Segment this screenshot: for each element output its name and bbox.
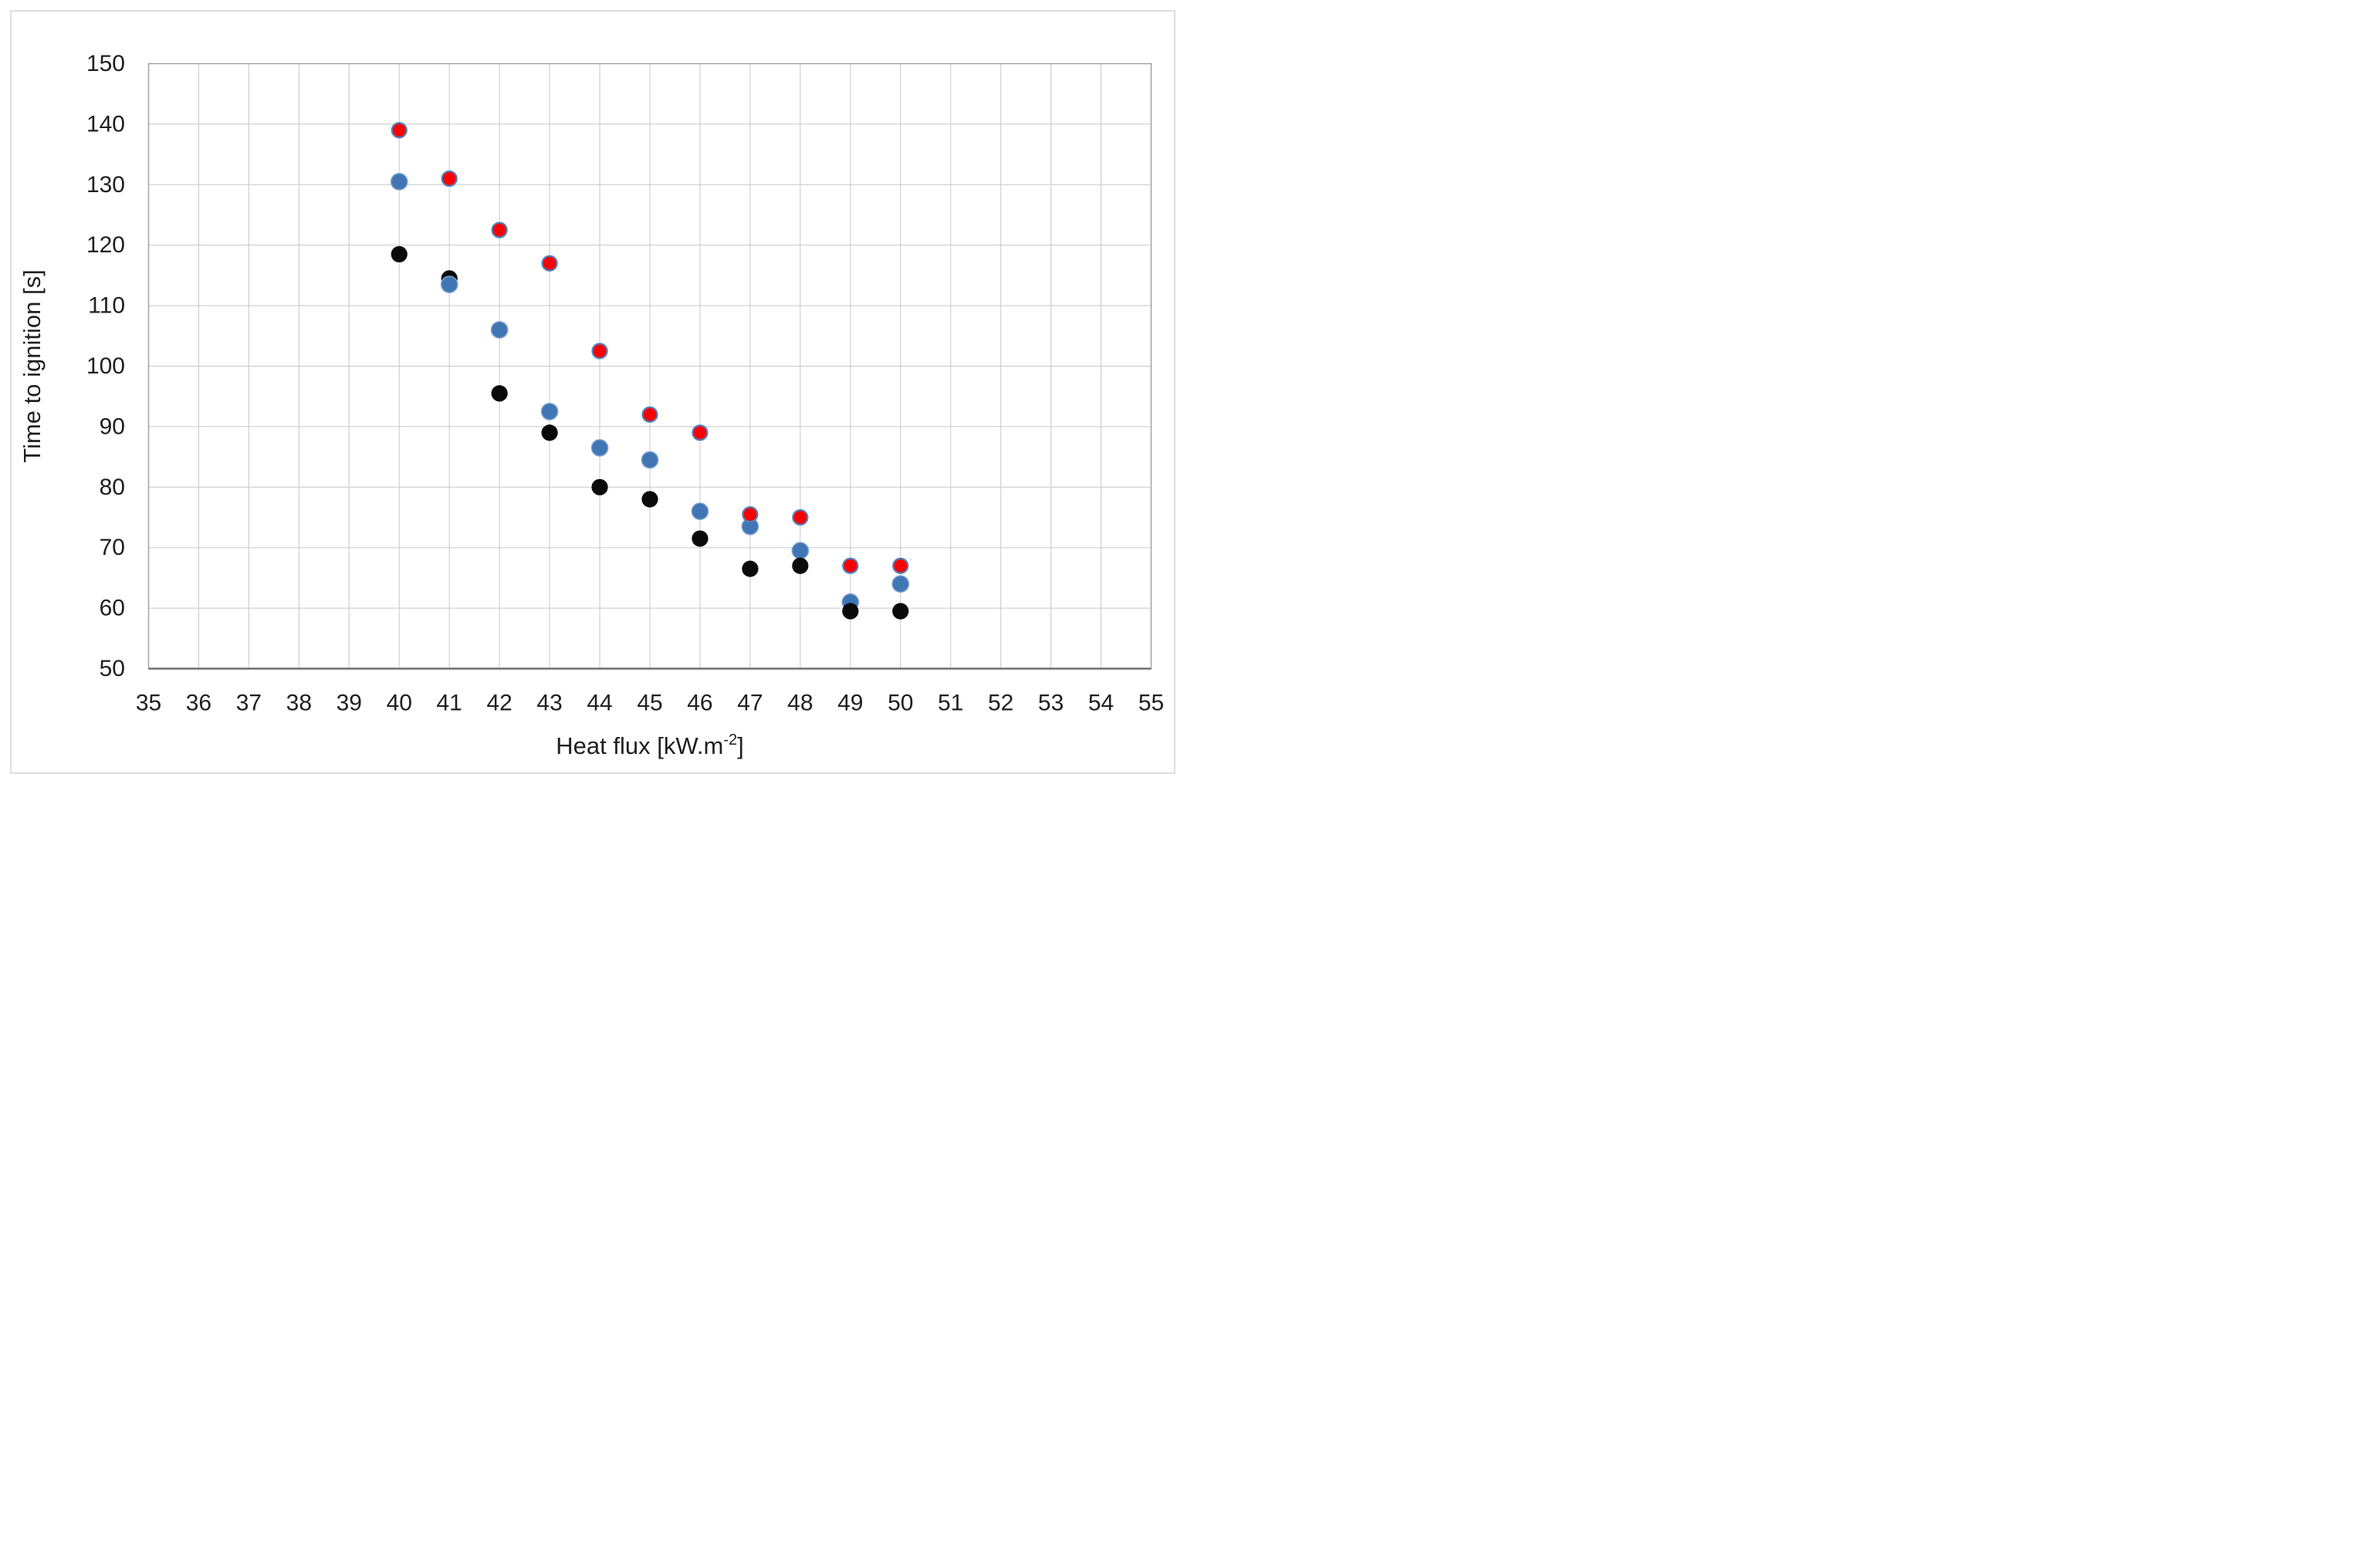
x-tick-label: 35 <box>136 691 161 716</box>
x-tick-label: 53 <box>1038 691 1064 716</box>
x-tick-label: 45 <box>637 691 662 716</box>
data-point-blue-48 <box>791 542 810 559</box>
data-point-blue-42 <box>490 321 509 339</box>
x-axis-title: Heat flux [kW.m-2] <box>556 732 743 759</box>
data-point-red-48 <box>792 509 809 526</box>
data-points <box>390 122 910 620</box>
data-point-red-43 <box>541 255 558 272</box>
x-tick-label: 40 <box>387 691 412 716</box>
data-point-blue-45 <box>641 451 659 469</box>
y-tick-label: 50 <box>100 656 125 681</box>
gridlines <box>148 63 1152 669</box>
x-tick-label: 36 <box>186 691 211 716</box>
data-point-black-44 <box>591 478 608 495</box>
data-point-blue-44 <box>590 438 609 457</box>
x-tick-label: 43 <box>536 691 562 716</box>
y-tick-label: 80 <box>100 475 125 500</box>
data-point-blue-46 <box>691 502 709 521</box>
data-point-black-48 <box>792 557 809 574</box>
x-tick-label: 51 <box>938 691 963 716</box>
data-point-red-40 <box>391 122 408 139</box>
data-point-red-46 <box>692 424 709 441</box>
x-axis-tick-labels: 35 36 37 38 39 40 41 42 43 44 45 46 47 48 49 50 51 52 53 54… <box>136 691 1164 716</box>
x-tick-label: 46 <box>687 691 712 716</box>
x-tick-label: 49 <box>837 691 863 716</box>
x-tick-label: 48 <box>787 691 813 716</box>
x-tick-label: 44 <box>587 691 612 716</box>
y-tick-label: 110 <box>88 293 125 319</box>
data-point-black-42 <box>491 385 508 402</box>
x-tick-label: 37 <box>236 691 262 716</box>
data-point-black-47 <box>742 560 759 577</box>
y-axis-title: Time to ignition [s] <box>19 269 46 462</box>
y-tick-label: 100 <box>86 353 125 379</box>
data-point-red-47 <box>742 505 759 523</box>
y-tick-label: 90 <box>100 414 125 439</box>
data-point-blue-50 <box>891 575 910 593</box>
data-point-black-40 <box>391 245 408 263</box>
data-point-black-46 <box>692 530 709 547</box>
figure-background <box>0 0 1186 784</box>
x-tick-label: 39 <box>337 691 362 716</box>
y-tick-label: 60 <box>100 596 125 621</box>
data-point-blue-43 <box>540 402 559 421</box>
data-point-red-50 <box>892 557 909 574</box>
data-point-blue-41 <box>440 275 458 294</box>
y-tick-label: 120 <box>86 232 125 258</box>
data-point-black-43 <box>541 424 558 441</box>
data-point-red-44 <box>591 343 608 360</box>
x-tick-label: 54 <box>1088 691 1114 716</box>
data-point-black-45 <box>641 491 658 508</box>
scatter-chart-figure: 50 60 70 80 90 100 110 120 130 140 150 35 36 37 38 39 40… <box>0 0 1186 784</box>
data-point-blue-40 <box>390 173 408 191</box>
y-tick-label: 150 <box>86 51 125 76</box>
data-point-black-49 <box>842 603 859 620</box>
y-tick-label: 140 <box>86 111 125 137</box>
data-point-red-45 <box>641 406 658 423</box>
data-point-red-42 <box>491 221 508 238</box>
x-tick-label: 52 <box>988 691 1013 716</box>
x-tick-label: 55 <box>1138 691 1164 716</box>
data-point-black-50 <box>892 603 909 620</box>
x-tick-label: 47 <box>737 691 763 716</box>
y-tick-label: 130 <box>86 172 125 198</box>
scatter-chart: 50 60 70 80 90 100 110 120 130 140 150 35 36 37 38 39 40… <box>0 0 1186 784</box>
x-tick-label: 41 <box>437 691 462 716</box>
x-tick-label: 42 <box>486 691 512 716</box>
data-point-red-41 <box>441 170 458 188</box>
y-tick-label: 70 <box>100 535 125 560</box>
y-axis-tick-labels: 50 60 70 80 90 100 110 120 130 140 150 <box>86 51 125 681</box>
x-tick-label: 50 <box>888 691 913 716</box>
x-tick-label: 38 <box>286 691 312 716</box>
figure-border <box>10 10 1175 774</box>
data-point-red-49 <box>842 557 859 574</box>
